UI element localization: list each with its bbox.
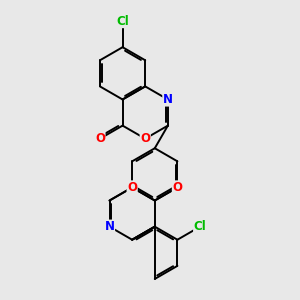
Text: O: O bbox=[95, 132, 105, 145]
Text: N: N bbox=[104, 220, 115, 233]
Text: O: O bbox=[140, 132, 150, 145]
Text: O: O bbox=[172, 181, 182, 194]
Text: Cl: Cl bbox=[194, 220, 206, 233]
Text: Cl: Cl bbox=[116, 15, 129, 28]
Text: N: N bbox=[163, 93, 173, 106]
Text: O: O bbox=[127, 181, 137, 194]
